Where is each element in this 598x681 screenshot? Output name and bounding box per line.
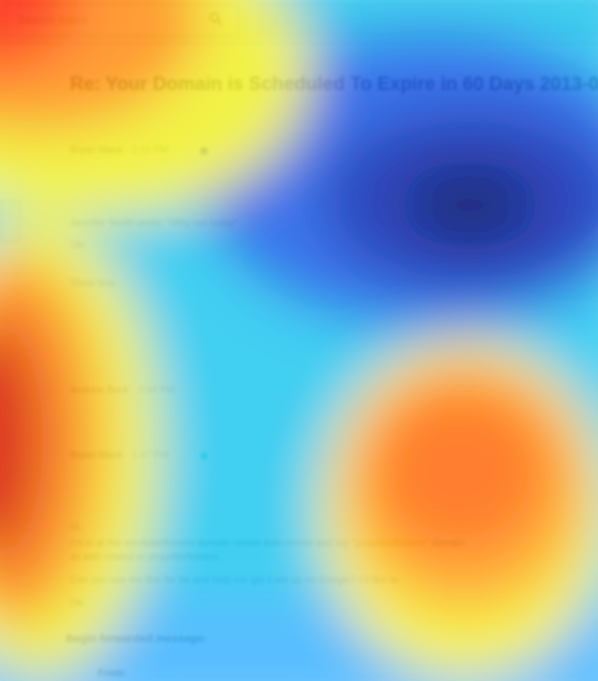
signature: Ok (70, 598, 83, 609)
message-time: 2:11 PM (131, 145, 169, 156)
message-header[interactable]: Andrew Buck · 2:44 PM (70, 385, 176, 396)
body-paragraph: I'm in at the westlakeflowers domain ren… (70, 538, 465, 549)
account-button[interactable] (258, 5, 598, 35)
body-text: I'm in at the westlakeflowers domain ren… (70, 538, 349, 549)
quoted-line: Jennifer Smith wrote: "Why not today" (70, 218, 238, 229)
search-icon[interactable] (209, 12, 223, 26)
email-subject: Re: Your Domain is Scheduled To Expire i… (70, 74, 598, 95)
message-header[interactable]: Bryan Mack · 2:47 PM (70, 450, 169, 461)
message-header[interactable]: Bryan Mack · 2:11 PM (70, 145, 169, 156)
body-text: domain (431, 538, 465, 549)
body-paragraph: Can you see me this for fat and help me … (70, 575, 399, 586)
forwarded-label: Begin forwarded message: (66, 633, 207, 645)
side-panel-toggle[interactable] (0, 200, 20, 242)
message-time: 2:44 PM (137, 385, 176, 396)
greeting: Hi, (70, 522, 83, 533)
domain-link[interactable]: "propellerflowers" (351, 538, 430, 549)
sender-name: Andrew Buck (70, 385, 129, 396)
short-reply: Ok! (70, 240, 86, 251)
message-time: 2:47 PM (131, 450, 169, 461)
top-bar: Search Inbox (0, 0, 598, 45)
unread-indicator-icon (200, 452, 208, 460)
show-less-link[interactable]: Show less (70, 278, 116, 289)
account-icon (275, 14, 287, 26)
search-input[interactable]: Search Inbox (6, 5, 238, 35)
from-label: From: (98, 668, 127, 679)
body-paragraph: as well related to propellerflowers (70, 552, 219, 563)
sender-name: Bryan Mack (70, 450, 123, 461)
search-placeholder: Search Inbox (17, 13, 88, 27)
sender-name: Bryan Mack (70, 145, 123, 156)
unread-indicator-icon (200, 147, 208, 155)
